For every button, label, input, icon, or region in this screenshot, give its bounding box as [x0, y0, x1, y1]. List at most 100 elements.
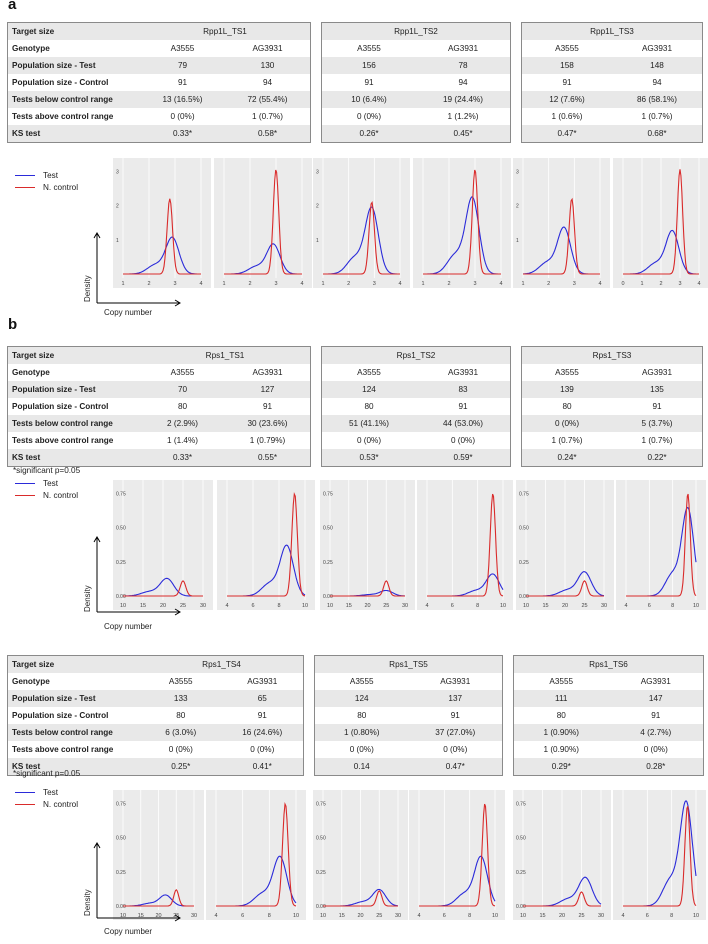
x-axis-label: Copy number: [104, 622, 153, 631]
row-label: Genotype: [12, 677, 50, 686]
table-row: 0.14 0.47*: [315, 758, 502, 775]
table-cell: AG3931: [641, 44, 673, 53]
x-tick-label: 20: [364, 603, 370, 609]
target-size-header: Rpp1L_TS3: [590, 27, 634, 36]
x-tick-label: 30: [191, 913, 197, 919]
table-row: Genotype A3555 AG3931: [8, 40, 310, 57]
table-row: Population size - Control 91 94: [8, 74, 310, 91]
x-tick-label: 25: [581, 603, 587, 609]
control-density-line: [626, 493, 697, 597]
y-tick-label: 1: [316, 238, 319, 244]
table-row: 10 (6.4%) 19 (24.4%): [322, 91, 510, 108]
x-tick-label: 10: [492, 913, 498, 919]
density-plot: 4 6 8 10: [417, 480, 513, 610]
table-row: Tests above control range 0 (0%) 0 (0%): [8, 741, 303, 758]
x-tick-label: 6: [648, 603, 651, 609]
table-row: Tests below control range 6 (3.0%) 16 (24.…: [8, 724, 303, 741]
table-row: Population size - Control 80 91: [8, 707, 303, 724]
table-row: A3555 AG3931: [315, 673, 502, 690]
test-density-line: [419, 855, 496, 907]
x-tick-label: 4: [300, 281, 303, 287]
table-cell: 0 (0%): [643, 745, 668, 754]
table-cell: A3555: [170, 44, 195, 53]
x-tick-label: 6: [241, 913, 244, 919]
x-tick-label: 20: [160, 603, 166, 609]
legend: Test N. control: [15, 787, 78, 811]
legend-test: Test: [15, 478, 78, 490]
x-tick-label: 30: [395, 913, 401, 919]
y-tick-label: 0.50: [519, 526, 529, 532]
table-cell: 2 (2.9%): [167, 419, 198, 428]
density-plot: 1 2 3 4: [413, 158, 511, 288]
x-tick-label: 2: [347, 281, 350, 287]
x-tick-label: 4: [624, 603, 627, 609]
table-cell: AG3931: [252, 44, 283, 53]
control-density-line: [427, 493, 504, 597]
table-cell: 80: [177, 402, 188, 411]
table-cell: 70: [177, 385, 188, 394]
x-tick-label: 8: [476, 603, 479, 609]
table-cell: 0 (0%): [349, 745, 374, 754]
blockA-table-1: Target size Rpp1L_TS1 Genotype A3555 AG3931 P…: [7, 22, 311, 143]
x-tick-label: 0: [621, 281, 624, 287]
control-density-line: [423, 169, 501, 275]
row-label: KS test: [12, 762, 41, 771]
x-tick-label: 25: [376, 913, 382, 919]
y-tick-label: 0.00: [316, 904, 326, 910]
table-cell: 124: [362, 385, 376, 394]
control-density-line: [227, 492, 306, 597]
control-density-line: [330, 580, 405, 597]
table-cell: 139: [560, 385, 574, 394]
table-row: 80 91: [315, 707, 502, 724]
table-cell: 0.14: [353, 762, 370, 771]
y-tick-label: 3: [516, 169, 519, 175]
test-density-line: [323, 206, 400, 275]
density-plot: 4 6 8 10: [217, 480, 315, 610]
y-axis-label: Density: [83, 889, 92, 916]
y-tick-label: 2: [116, 204, 119, 210]
density-plot: 10 15 20 25 30 0.00 0.25 0.50 0.75: [320, 480, 415, 610]
table-row: 0 (0%) 0 (0%): [322, 432, 510, 449]
table-cell: 1 (0.7%): [551, 436, 583, 445]
table-cell: 0 (0%): [168, 745, 193, 754]
table-cell: 13 (16.5%): [162, 95, 203, 104]
table-cell: A3555: [170, 368, 195, 377]
row-label: Population size - Test: [12, 694, 96, 703]
table-cell: AG3931: [641, 368, 673, 377]
row-label: Tests above control range: [12, 436, 114, 445]
table-row: 80 91: [514, 707, 703, 724]
test-density-line: [523, 226, 600, 275]
control-density-line: [623, 806, 697, 907]
table-row: 1 (0.80%) 37 (27.0%): [315, 724, 502, 741]
y-tick-label: 0.25: [316, 870, 326, 876]
x-tick-label: 2: [147, 281, 150, 287]
control-density-line: [123, 888, 194, 907]
x-tick-label: 10: [302, 603, 308, 609]
table-row: Tests above control range 1 (1.4%) 1 (0.79…: [8, 432, 310, 449]
x-tick-label: 15: [542, 603, 548, 609]
x-tick-label: 8: [468, 913, 471, 919]
x-tick-label: 8: [670, 913, 673, 919]
table-cell: 0 (0%): [443, 745, 468, 754]
table-cell: 156: [362, 61, 376, 70]
table-row: 0 (0%) 1 (1.2%): [322, 108, 510, 125]
table-cell: 1 (0.7%): [641, 112, 673, 121]
density-plot: 10 15 20 25 30 0.00 0.25 0.50 0.75: [313, 790, 408, 920]
table-cell: 148: [650, 61, 664, 70]
y-tick-label: 0.75: [519, 491, 529, 497]
control-density-line: [419, 803, 496, 907]
table-cell: 0 (0%): [356, 436, 382, 445]
table-cell: 86 (58.1%): [636, 95, 678, 104]
y-tick-label: 0.00: [116, 904, 126, 910]
x-tick-label: 3: [173, 281, 176, 287]
table-cell: A3555: [357, 368, 381, 377]
table-cell: 0.55*: [257, 453, 278, 462]
x-tick-label: 4: [398, 281, 401, 287]
table-row: 0 (0%) 0 (0%): [315, 741, 502, 758]
table-row: 0.24* 0.22*: [522, 449, 702, 466]
test-density-line: [423, 196, 501, 275]
table-row: A3555 AG3931: [322, 364, 510, 381]
row-label: Population size - Test: [12, 385, 96, 394]
table-row: 80 91: [322, 398, 510, 415]
table-cell: 80: [556, 711, 566, 720]
